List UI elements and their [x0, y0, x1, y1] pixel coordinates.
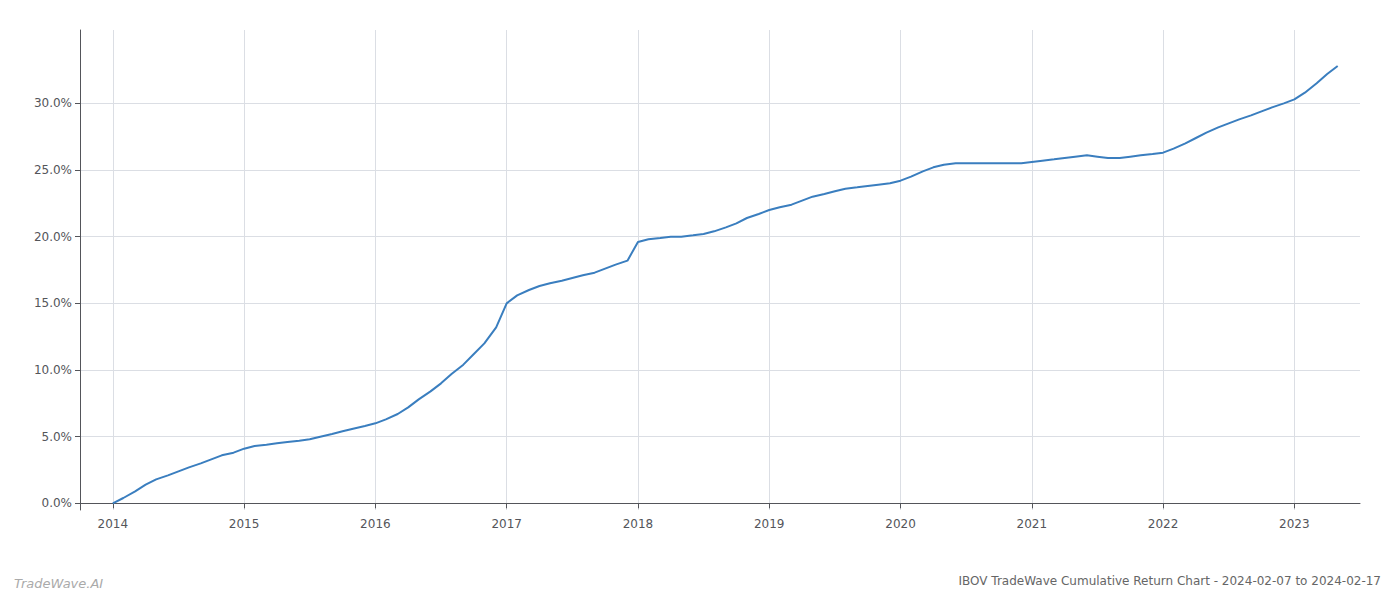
svg-text:2014: 2014: [98, 517, 129, 531]
svg-text:2017: 2017: [491, 517, 522, 531]
svg-text:2016: 2016: [360, 517, 391, 531]
svg-text:20.0%: 20.0%: [34, 230, 72, 244]
svg-text:IBOV TradeWave Cumulative Retu: IBOV TradeWave Cumulative Return Chart -…: [959, 574, 1381, 588]
svg-text:2018: 2018: [623, 517, 654, 531]
svg-text:15.0%: 15.0%: [34, 296, 72, 310]
svg-text:TradeWave.AI: TradeWave.AI: [14, 576, 103, 591]
svg-text:0.0%: 0.0%: [42, 496, 73, 510]
svg-text:2023: 2023: [1279, 517, 1310, 531]
svg-text:5.0%: 5.0%: [42, 430, 73, 444]
svg-text:25.0%: 25.0%: [34, 163, 72, 177]
svg-text:10.0%: 10.0%: [34, 363, 72, 377]
svg-text:30.0%: 30.0%: [34, 96, 72, 110]
svg-text:2020: 2020: [885, 517, 916, 531]
svg-text:2022: 2022: [1148, 517, 1179, 531]
svg-text:2021: 2021: [1017, 517, 1048, 531]
svg-text:2019: 2019: [754, 517, 785, 531]
svg-text:2015: 2015: [229, 517, 260, 531]
